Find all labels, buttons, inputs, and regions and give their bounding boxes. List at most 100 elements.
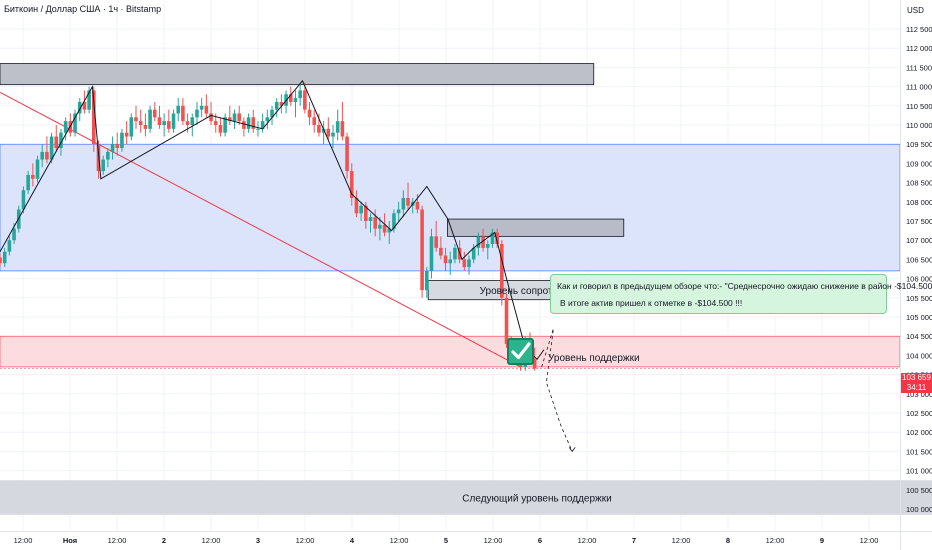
resistance-zone — [0, 143, 901, 272]
callout-line-1: Как и говорил в предыдущем обзоре что:- … — [557, 281, 932, 291]
candle-body — [77, 101, 82, 114]
candle — [237, 105, 241, 125]
candle-body — [382, 224, 387, 233]
candle-body — [134, 117, 138, 122]
candle-body — [504, 297, 509, 344]
candle-body — [476, 236, 481, 248]
candle-body — [59, 132, 63, 149]
x-tick-label: 7 — [632, 536, 636, 545]
candle-body — [223, 117, 227, 133]
candle-body — [335, 121, 340, 133]
candle — [176, 98, 181, 122]
y-tick-label: 101 500 — [906, 447, 932, 456]
y-tick-label: 111 000 — [906, 83, 932, 92]
y-tick-label: 102 000 — [906, 428, 932, 437]
y-tick-label: 102 500 — [906, 409, 932, 418]
candle-body — [345, 136, 349, 172]
candle — [232, 109, 237, 129]
candle — [270, 105, 274, 125]
candle-body — [331, 132, 335, 137]
candle — [251, 109, 256, 133]
projection-arrowhead — [568, 447, 576, 453]
candle — [54, 125, 59, 152]
candle-body — [293, 98, 298, 102]
candle-body — [87, 90, 91, 110]
candle-body — [209, 113, 213, 122]
candle-body — [500, 244, 504, 298]
candle — [35, 155, 40, 183]
x-tick-label: 2 — [162, 536, 166, 545]
candle — [317, 113, 321, 137]
candle-body — [213, 121, 218, 125]
candle — [185, 113, 190, 133]
candle-body — [462, 259, 467, 268]
candle — [396, 201, 401, 221]
candle-body — [152, 109, 157, 118]
x-tick-label: 12:00 — [14, 536, 33, 545]
y-tick-label: 105 500 — [906, 294, 932, 303]
candle-body — [199, 105, 204, 110]
candle — [298, 82, 302, 106]
x-tick-label: 12:00 — [390, 536, 409, 545]
candle-body — [270, 109, 274, 118]
y-tick-label: 108 000 — [906, 198, 932, 207]
candle-body — [312, 117, 317, 125]
candle-body — [124, 132, 129, 137]
candle-body — [401, 197, 406, 210]
candle-body — [354, 197, 359, 214]
y-tick-label: 100 000 — [906, 505, 932, 514]
support-zone — [0, 335, 901, 368]
callout-line-2: В итоге актив пришел к отметке в -$104.5… — [560, 298, 743, 308]
candle — [40, 144, 45, 168]
candle-body — [26, 174, 30, 191]
zone-label: Следующий уровень поддержки — [462, 493, 611, 504]
candle-body — [143, 125, 148, 129]
check-icon — [507, 338, 534, 365]
y-tick-label: 104 000 — [906, 351, 932, 360]
zigzag-path — [0, 79, 545, 361]
candle — [415, 194, 420, 214]
candle — [406, 182, 410, 210]
x-tick-label: 12:00 — [108, 536, 127, 545]
candle-body — [453, 247, 457, 260]
candle-body — [359, 205, 363, 214]
candle — [199, 98, 204, 118]
x-tick-label: 12:00 — [672, 536, 691, 545]
candle-body — [392, 213, 396, 229]
projection-path — [541, 328, 573, 452]
candle — [424, 267, 429, 298]
candle-body — [256, 128, 260, 130]
candle — [143, 113, 148, 137]
candle — [279, 94, 284, 114]
candle-body — [415, 201, 420, 210]
candle — [129, 113, 134, 141]
candle — [157, 105, 162, 129]
zone-label: Уровень поддержки — [548, 353, 640, 364]
candle-body — [317, 125, 321, 133]
candle-body — [349, 171, 354, 198]
candle — [31, 163, 35, 187]
candle-body — [490, 232, 495, 245]
y-tick-label: 111 500 — [906, 63, 932, 72]
candle — [209, 101, 213, 125]
chart-title: Биткоин / Доллар США · 1ч · Bitstamp — [4, 4, 162, 14]
y-tick-label: 104 500 — [906, 332, 932, 341]
candle — [335, 109, 340, 141]
candle — [471, 244, 476, 264]
candle — [152, 101, 157, 122]
candle — [256, 121, 260, 137]
comment-callout[interactable]: Как и говорил в предыдущем обзоре что:- … — [550, 274, 932, 314]
candle — [242, 117, 246, 137]
candle — [190, 113, 195, 137]
candle — [349, 163, 354, 206]
candle — [303, 82, 307, 114]
current-price-tag: 103 659 34:11 — [901, 373, 932, 393]
candle — [429, 228, 434, 279]
y-tick-label: 110 000 — [906, 121, 932, 130]
zone-label: Уровень сопротивления — [480, 286, 591, 297]
candle-body — [424, 270, 429, 291]
candle — [87, 86, 91, 114]
y-tick-label: 106 500 — [906, 255, 932, 264]
candle-body — [106, 151, 110, 160]
candle-body — [246, 117, 251, 129]
